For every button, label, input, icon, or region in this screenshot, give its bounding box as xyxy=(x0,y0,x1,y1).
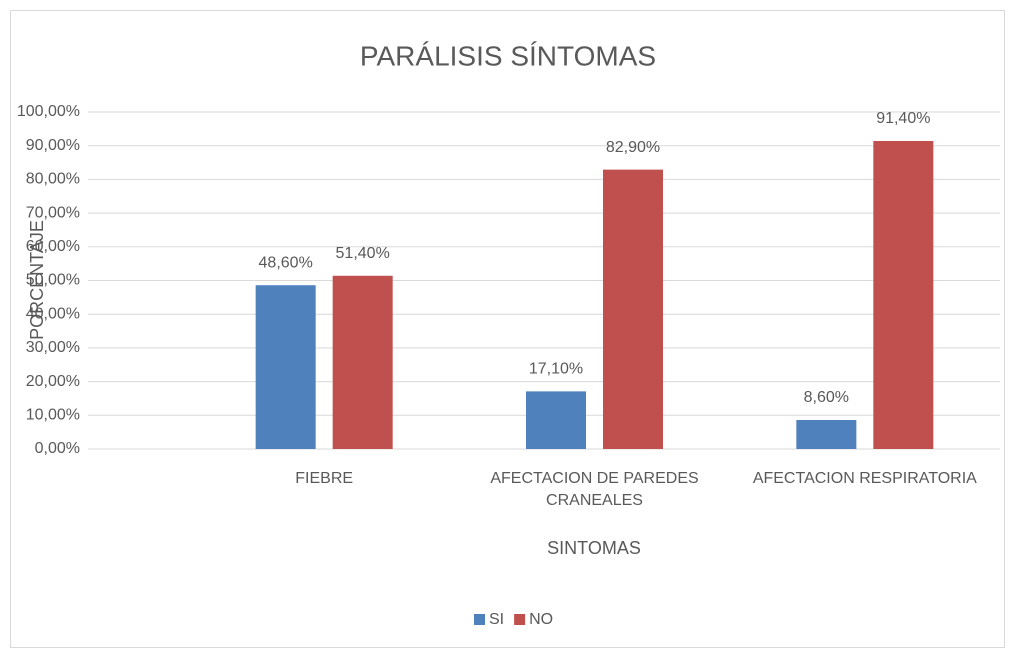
y-tick-label: 20,00% xyxy=(26,373,80,390)
legend-swatch xyxy=(474,614,485,625)
chart-border xyxy=(10,10,1005,648)
y-tick-label: 60,00% xyxy=(26,238,80,255)
legend-swatch xyxy=(514,614,526,625)
y-tick-label: 90,00% xyxy=(26,137,80,154)
y-tick-label: 0,00% xyxy=(35,440,80,457)
data-label: 82,90% xyxy=(606,139,660,156)
bar xyxy=(796,420,857,449)
data-label: 91,40% xyxy=(876,110,930,127)
bar xyxy=(603,169,663,449)
y-tick-label: 10,00% xyxy=(26,407,80,424)
y-tick-label: 30,00% xyxy=(26,339,80,356)
x-tick-label: FIEBRE xyxy=(295,470,354,487)
legend-label: SI xyxy=(489,611,504,628)
bar xyxy=(255,285,316,449)
data-label: 48,60% xyxy=(259,254,313,271)
data-label: 51,40% xyxy=(336,245,390,262)
chart-title: PARÁLISIS SÍNTOMAS xyxy=(360,40,656,71)
data-label: 8,60% xyxy=(804,389,849,406)
bar xyxy=(332,275,393,449)
y-tick-label: 50,00% xyxy=(26,272,80,289)
data-label: 17,10% xyxy=(529,361,583,378)
y-axis-title: PORCENTAJE xyxy=(27,220,47,340)
y-tick-label: 40,00% xyxy=(26,305,80,322)
x-tick-label: AFECTACION DE PAREDES CRANEALES xyxy=(490,470,699,509)
y-tick-label: 70,00% xyxy=(26,204,80,221)
y-tick-label: 80,00% xyxy=(26,171,80,188)
bar xyxy=(526,391,586,449)
x-axis-title: SINTOMAS xyxy=(547,538,641,558)
y-tick-label: 100,00% xyxy=(17,103,80,120)
legend-label: NO xyxy=(529,611,553,628)
bar xyxy=(873,140,934,449)
x-tick-label: AFECTACION RESPIRATORIA xyxy=(752,470,977,487)
